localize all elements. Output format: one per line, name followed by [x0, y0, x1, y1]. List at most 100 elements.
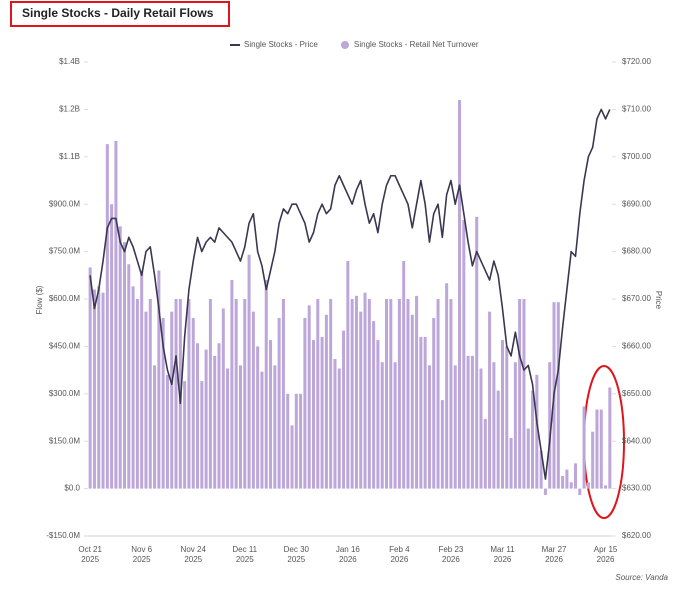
- bar: [170, 311, 174, 489]
- x-tick-label: Mar 27: [542, 545, 567, 554]
- bar: [110, 204, 114, 489]
- chart-title: Single Stocks - Daily Retail Flows: [22, 6, 214, 20]
- bar: [483, 419, 487, 489]
- bar: [105, 144, 109, 489]
- bar: [415, 295, 419, 489]
- bar: [221, 308, 225, 489]
- bar: [337, 368, 341, 489]
- bar: [92, 289, 96, 489]
- bar: [264, 280, 268, 489]
- y2-tick-label: $690.00: [622, 199, 651, 208]
- y-tick-label: $150.0M: [49, 436, 80, 445]
- bar: [320, 336, 324, 489]
- y-tick-label: $1.2B: [59, 105, 80, 114]
- x-tick-label: Nov 6: [131, 545, 152, 554]
- y-tick-label: -$150.0M: [46, 531, 80, 540]
- bar: [187, 299, 191, 489]
- source: Source: Vanda: [615, 573, 668, 582]
- bar: [604, 485, 608, 489]
- bar: [260, 371, 264, 489]
- x-tick-year: 2026: [339, 555, 357, 564]
- bar: [531, 390, 535, 489]
- bar: [277, 317, 281, 489]
- bar: [234, 299, 238, 489]
- bar: [303, 317, 307, 489]
- y2-tick-label: $620.00: [622, 531, 651, 540]
- bar: [591, 431, 595, 489]
- title-box: [10, 1, 230, 27]
- bar: [556, 302, 560, 489]
- bar: [269, 340, 273, 489]
- bar: [238, 365, 242, 489]
- bar: [131, 286, 135, 489]
- bar: [363, 292, 367, 489]
- bar: [427, 365, 431, 489]
- y2-tick-label: $660.00: [622, 342, 651, 351]
- bar: [436, 299, 440, 489]
- bar: [406, 299, 410, 489]
- bar: [97, 286, 101, 489]
- bar: [123, 242, 127, 489]
- bar: [307, 305, 311, 489]
- x-tick-label: Mar 11: [490, 545, 515, 554]
- bar: [165, 374, 169, 489]
- x-tick-label: Oct 21: [78, 545, 102, 554]
- bar: [174, 299, 178, 489]
- x-tick-year: 2026: [390, 555, 408, 564]
- bar: [114, 141, 118, 489]
- bar: [432, 317, 436, 489]
- x-tick-year: 2025: [81, 555, 99, 564]
- bar: [342, 330, 346, 489]
- bar: [127, 264, 131, 489]
- y-axis-title: Flow ($): [35, 285, 44, 314]
- bar: [354, 295, 358, 489]
- bar: [565, 469, 569, 489]
- bar: [423, 336, 427, 489]
- bar: [599, 409, 603, 489]
- bar: [500, 340, 504, 489]
- x-tick-label: Dec 30: [284, 545, 310, 554]
- highlight-ellipse: [583, 365, 625, 519]
- y-tick-label: $1.1B: [59, 152, 80, 161]
- bar: [376, 340, 380, 489]
- y2-tick-label: $700.00: [622, 152, 651, 161]
- y-tick-label: $750.0M: [49, 247, 80, 256]
- bar: [101, 292, 105, 489]
- legend-dot: [341, 41, 349, 49]
- bar: [350, 299, 354, 489]
- x-tick-year: 2026: [442, 555, 460, 564]
- bar: [475, 216, 479, 489]
- y-tick-label: $1.4B: [59, 57, 80, 66]
- bar: [333, 359, 337, 489]
- bar: [470, 355, 474, 489]
- bar: [586, 482, 590, 489]
- bar: [217, 343, 221, 489]
- bar: [316, 299, 320, 489]
- bar: [346, 261, 350, 489]
- bar: [608, 387, 612, 489]
- bar: [213, 355, 217, 489]
- bar: [573, 463, 577, 489]
- y2-tick-label: $680.00: [622, 247, 651, 256]
- bar: [569, 482, 573, 489]
- bar: [453, 365, 457, 489]
- bar: [522, 299, 526, 489]
- legend-label: Single Stocks - Price: [244, 40, 318, 49]
- bar: [191, 317, 195, 489]
- price-line: [89, 108, 611, 480]
- x-tick-year: 2026: [494, 555, 512, 564]
- bar: [410, 314, 414, 489]
- bar: [380, 362, 384, 489]
- y2-tick-label: $710.00: [622, 105, 651, 114]
- bar: [251, 311, 255, 489]
- bar: [290, 425, 294, 489]
- bar: [324, 314, 328, 489]
- bar: [462, 220, 466, 489]
- bar: [157, 270, 161, 489]
- bar: [509, 438, 513, 489]
- legend-label: Single Stocks - Retail Net Turnover: [354, 40, 479, 49]
- bar: [200, 381, 204, 489]
- bar: [299, 393, 303, 489]
- bar: [311, 340, 315, 489]
- y2-tick-label: $630.00: [622, 484, 651, 493]
